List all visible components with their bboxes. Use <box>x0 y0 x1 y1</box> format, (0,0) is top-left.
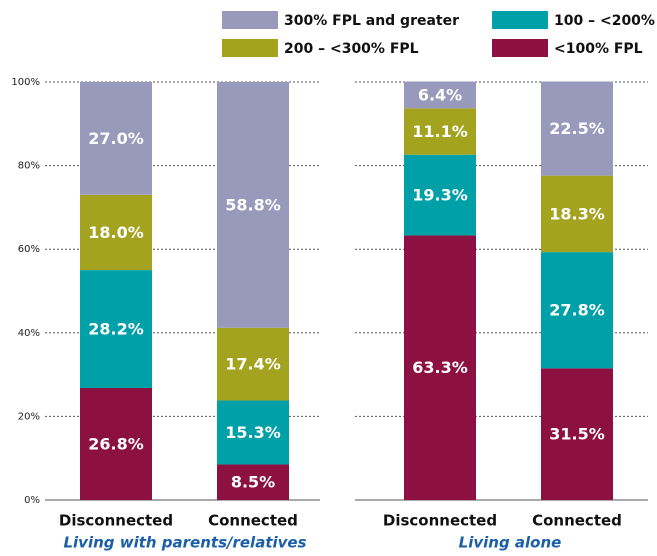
bar-segment <box>217 327 289 401</box>
y-tick-label: 60% <box>18 244 40 255</box>
value-label: 27.8% <box>549 301 605 320</box>
bar-segment <box>80 387 152 500</box>
value-label: 8.5% <box>231 473 275 492</box>
bar-segment <box>404 108 476 155</box>
value-label: 22.5% <box>549 119 605 138</box>
bar-segment <box>404 154 476 236</box>
legend-swatch <box>222 11 278 29</box>
bar-segment <box>541 81 613 176</box>
legend-swatch <box>492 11 548 29</box>
bar-segment <box>541 368 613 500</box>
y-tick-label: 40% <box>18 328 40 339</box>
value-label: 19.3% <box>412 186 468 205</box>
x-tick-label: Connected <box>208 512 298 530</box>
legend-label: 100 – <200% FPL <box>554 13 657 29</box>
bar-segment <box>80 194 152 271</box>
y-tick-label: 80% <box>18 161 40 172</box>
value-label: 6.4% <box>418 85 462 104</box>
y-tick-label: 0% <box>24 495 40 506</box>
bar-segment <box>80 270 152 388</box>
bar-segment <box>541 252 613 369</box>
value-label: 18.0% <box>88 223 144 242</box>
bar-segment <box>404 81 476 109</box>
x-tick-label: Disconnected <box>383 512 497 530</box>
legend-label: 300% FPL and greater <box>284 13 459 29</box>
y-tick-label: 100% <box>11 77 40 88</box>
value-label: 18.3% <box>549 204 605 223</box>
x-tick-label: Connected <box>532 512 622 530</box>
bar-segment <box>217 400 289 465</box>
legend-swatch <box>222 39 278 57</box>
value-label: 28.2% <box>88 320 144 339</box>
group-label: Living with parents/relatives <box>63 534 306 552</box>
value-label: 63.3% <box>412 358 468 377</box>
value-label: 11.1% <box>412 122 468 141</box>
bar-segment <box>541 175 613 253</box>
value-label: 27.0% <box>88 129 144 148</box>
value-label: 26.8% <box>88 434 144 453</box>
bar-segment <box>217 82 289 328</box>
value-label: 17.4% <box>225 355 281 374</box>
legend-swatch <box>492 39 548 57</box>
x-tick-label: Disconnected <box>59 512 173 530</box>
legend-label: 200 – <300% FPL <box>284 41 419 57</box>
bar-segment <box>404 235 476 500</box>
value-label: 15.3% <box>225 423 281 442</box>
value-label: 31.5% <box>549 425 605 444</box>
bar-segment <box>217 464 289 500</box>
y-tick-label: 20% <box>18 411 40 422</box>
value-label: 58.8% <box>225 195 281 214</box>
group-label: Living alone <box>459 534 562 552</box>
bar-segment <box>80 82 152 195</box>
legend-label: <100% FPL <box>554 41 643 57</box>
